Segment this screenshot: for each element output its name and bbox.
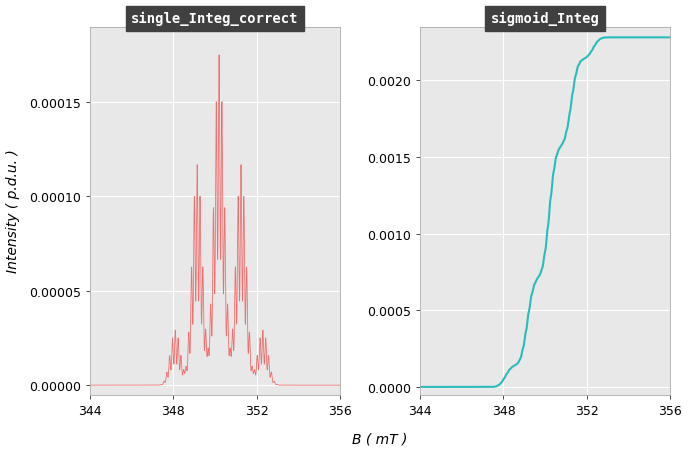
Title: sigmoid_Integ: sigmoid_Integ	[491, 12, 600, 26]
Y-axis label: Intensity ( p.d.u. ): Intensity ( p.d.u. )	[6, 149, 21, 273]
Text: B ( mT ): B ( mT )	[352, 431, 408, 445]
Title: single_Integ_correct: single_Integ_correct	[131, 12, 299, 26]
